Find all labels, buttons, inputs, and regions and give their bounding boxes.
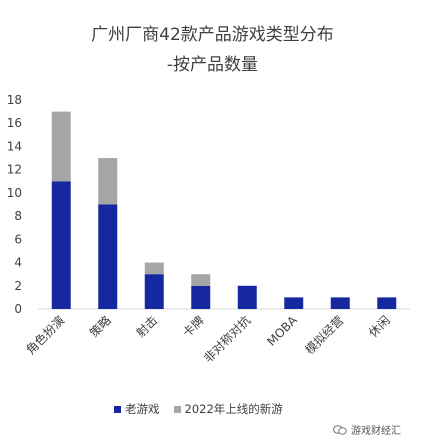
x-tick-label: 策略 — [86, 313, 114, 341]
bar-old — [144, 274, 164, 309]
bar-old — [284, 297, 304, 309]
bar-old — [191, 285, 211, 309]
legend-label-old: 老游戏 — [125, 402, 160, 416]
y-tick-label: 18 — [7, 93, 22, 107]
y-tick-label: 4 — [14, 256, 22, 270]
y-tick-label: 16 — [7, 116, 22, 130]
bar-old — [330, 297, 350, 309]
bar-new — [191, 274, 211, 286]
x-tick-label: 模拟经营 — [303, 313, 347, 357]
legend-item-new: 2022年上线的新游 — [173, 401, 283, 417]
bar-old — [51, 181, 71, 309]
y-tick-label: 8 — [14, 209, 22, 223]
legend: 老游戏 2022年上线的新游 — [114, 401, 297, 417]
legend-swatch-old — [114, 405, 121, 413]
x-tick-label: 卡牌 — [180, 313, 207, 340]
chart-subtitle: -按产品数量 — [166, 55, 259, 75]
bar-new — [51, 111, 71, 182]
chart-title: 广州厂商42款产品游戏类型分布 — [91, 25, 334, 45]
x-tick-label: 角色扮演 — [23, 313, 68, 358]
y-tick-label: 0 — [14, 302, 22, 316]
legend-item-old: 老游戏 — [114, 401, 160, 417]
bar-old — [377, 297, 397, 309]
x-tick-label: 非对称对抗 — [200, 313, 253, 366]
watermark-text: 游戏财经汇 — [351, 426, 401, 437]
bar-new — [98, 158, 118, 205]
legend-swatch-new — [173, 405, 181, 413]
wechat-icon — [333, 424, 347, 435]
legend-label-new: 2022年上线的新游 — [184, 402, 283, 416]
y-tick-label: 6 — [14, 232, 22, 246]
x-tick-label: 射击 — [133, 313, 161, 341]
x-tick-label: 休闲 — [366, 313, 393, 340]
bar-new — [144, 262, 164, 275]
bar-old — [98, 204, 118, 309]
y-tick-label: 12 — [7, 163, 22, 177]
bar-old — [237, 285, 257, 309]
watermark: 游戏财经汇 — [333, 422, 401, 437]
y-tick-label: 2 — [14, 279, 22, 293]
y-tick-label: 14 — [7, 139, 22, 153]
y-tick-label: 10 — [7, 186, 22, 200]
x-tick-label: MOBA — [264, 313, 300, 349]
